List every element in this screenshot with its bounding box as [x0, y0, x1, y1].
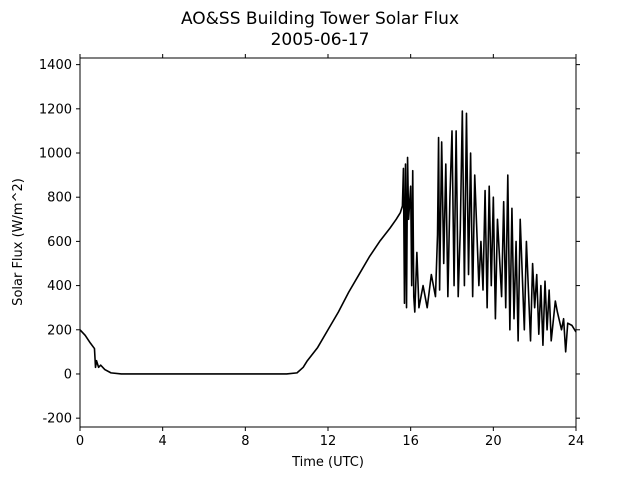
y-tick-label: 0: [64, 367, 72, 382]
x-tick-label: 12: [320, 434, 337, 449]
x-tick-label: 4: [159, 434, 167, 449]
y-tick-label: 800: [47, 191, 72, 206]
x-tick-label: 24: [568, 434, 585, 449]
y-tick-label: -200: [42, 412, 72, 427]
x-tick-label: 16: [402, 434, 419, 449]
y-tick-label: 600: [47, 235, 72, 250]
y-tick-label: 1000: [39, 147, 72, 162]
x-tick-label: 20: [485, 434, 502, 449]
plot-frame: [79, 57, 577, 428]
y-tick-label: 200: [47, 323, 72, 338]
x-tick-label: 0: [76, 434, 84, 449]
chart-title: AO&SS Building Tower Solar Flux: [181, 9, 459, 29]
y-tick-label: 1200: [39, 102, 72, 117]
x-tick-label: 8: [241, 434, 249, 449]
chart-subtitle: 2005-06-17: [271, 30, 370, 50]
y-axis-label: Solar Flux (W/m^2): [11, 178, 26, 306]
y-tick-label: 400: [47, 279, 72, 294]
x-axis-label: Time (UTC): [291, 455, 364, 470]
y-tick-label: 1400: [39, 58, 72, 73]
data-line: [79, 110, 577, 375]
